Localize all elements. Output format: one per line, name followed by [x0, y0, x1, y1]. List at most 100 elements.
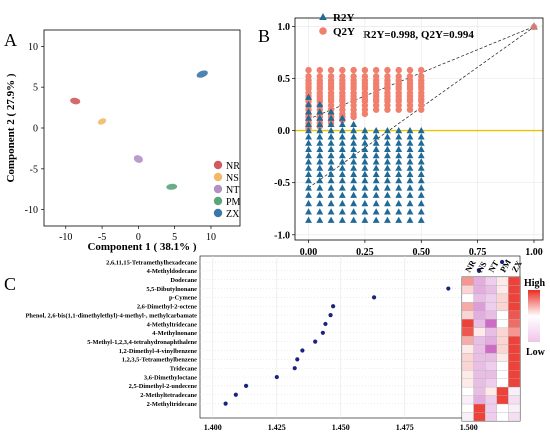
pca-group-ellipse-ns [97, 118, 107, 125]
pca-legend-marker-nt [213, 184, 223, 194]
r2y-permutation-point [361, 199, 369, 207]
vip-x-tick-label: 1.475 [396, 423, 414, 432]
r2y-permutation-point [406, 208, 414, 215]
perm-y-tick-label: 0.0 [278, 126, 291, 137]
q2y-permutation-point [384, 106, 391, 113]
vip-compound-label: 1,2-Dimethyl-4-vinylbenzene [119, 348, 197, 355]
vip-point [331, 304, 336, 309]
heatmap-cell [496, 293, 509, 303]
pca-legend-label-pm: PM [226, 197, 241, 208]
r2y-permutation-point [305, 170, 312, 178]
pca-y-axis-label: Component 2 ( 27.9% ) [5, 73, 17, 182]
heatmap-cell [508, 395, 521, 405]
r2y-permutation-point [406, 151, 414, 159]
r2y-permutation-point [384, 199, 391, 207]
r2y-permutation-point [305, 208, 312, 215]
r2y-permutation-point [316, 145, 324, 153]
vip-compound-label: 2,5-Dimethyl-2-undecene [129, 383, 197, 390]
r2y-permutation-point [338, 184, 346, 191]
r2y-permutation-point [395, 170, 403, 178]
heatmap-cell [461, 293, 474, 303]
r2y-permutation-point [350, 176, 358, 184]
pca-legend-marker-zx [213, 208, 223, 218]
heatmap-cell [461, 285, 474, 295]
q2y-permutation-point [406, 106, 414, 113]
heatmap-cell [485, 344, 497, 354]
r2y-permutation-point [350, 191, 358, 198]
r2y-permutation-point [305, 100, 312, 108]
r2y-permutation-point [406, 191, 414, 198]
r2y-permutation-point [384, 151, 391, 159]
r2y-permutation-point [338, 164, 346, 171]
r2y-permutation-point [338, 151, 346, 159]
heatmap-cell [485, 353, 497, 362]
heatmap-cell [473, 336, 486, 345]
r2y-permutation-point [372, 170, 380, 178]
perm-x-tick-label: 0.75 [469, 247, 487, 258]
vip-compound-label: 1,2,3,5-Tetramethylbenzene [122, 357, 197, 364]
r2y-permutation-point [395, 145, 403, 153]
r2y-permutation-point [305, 120, 312, 128]
heatmap-cell [485, 361, 497, 371]
pca-group-ellipse-nt [133, 155, 143, 163]
r2y-permutation-point [406, 133, 414, 140]
r2y-permutation-point [327, 170, 335, 178]
pca-x-axis-label: Component 1 ( 38.1% ) [87, 241, 196, 253]
r2y-permutation-point [305, 145, 312, 153]
r2y-permutation-point [406, 184, 414, 191]
r2y-permutation-point [327, 208, 335, 215]
r2y-permutation-point [384, 176, 391, 184]
pca-group-ellipse-nr [70, 97, 81, 105]
heatmap-cell [485, 386, 497, 396]
heatmap-cell [496, 285, 509, 295]
heatmap-cell [485, 302, 497, 312]
perm-x-tick-label: 0.25 [356, 247, 374, 258]
r2y-permutation-point [372, 199, 380, 207]
heatmap-cell [473, 395, 486, 405]
r2y-permutation-point [316, 199, 324, 207]
r2y-permutation-point [305, 108, 312, 115]
pca-group-ellipse-zx [196, 70, 208, 78]
q2y-regression-line [308, 26, 535, 189]
r2y-permutation-point [338, 139, 346, 146]
pca-legend-label-nr: NR [226, 161, 240, 172]
r2y-permutation-point [372, 176, 380, 184]
pca-legend-marker-nr [213, 160, 223, 170]
vip-x-tick-label: 1.450 [332, 423, 350, 432]
heatmap-cell [461, 412, 474, 422]
heatmap-cell [496, 353, 509, 362]
heatmap-cell [461, 395, 474, 405]
pca-legend-label-ns: NS [226, 173, 239, 184]
heatmap-cell [508, 378, 521, 388]
heatmap-cell [485, 319, 497, 328]
r2y-permutation-point [338, 158, 346, 165]
r2y-permutation-point [417, 151, 425, 159]
perm-y-tick-label: -1.0 [274, 230, 290, 241]
heatmap-cell [496, 302, 509, 312]
r2y-permutation-point [417, 216, 425, 223]
r2y-permutation-point [384, 164, 391, 171]
heatmap-cell [473, 310, 486, 320]
vip-compound-label: 4-Methyldodecane [147, 268, 198, 275]
r2y-permutation-point [384, 191, 391, 198]
r2y-permutation-point [327, 151, 335, 159]
heatmap-cell [485, 412, 497, 422]
r2y-permutation-point [316, 120, 324, 128]
heatmap-cell [473, 302, 486, 312]
heatmap-cell [485, 276, 497, 286]
heatmap-column-label-ns: NS [474, 259, 488, 274]
pca-y-tick-label: 5 [33, 83, 38, 94]
r2y-permutation-point [338, 176, 346, 184]
r2y-permutation-point [316, 158, 324, 165]
r2y-permutation-point [417, 184, 425, 191]
heatmap-cell [485, 336, 497, 345]
vip-point [499, 259, 505, 265]
heatmap-cell [461, 378, 474, 388]
heatmap-cell [473, 344, 486, 354]
pca-x-tick-label: 5 [172, 232, 177, 243]
r2y-permutation-point [406, 145, 414, 153]
r2y-permutation-point [338, 216, 346, 223]
q2y-permutation-point [372, 66, 380, 74]
vip-point [476, 268, 482, 273]
heatmap-cell [508, 302, 521, 312]
